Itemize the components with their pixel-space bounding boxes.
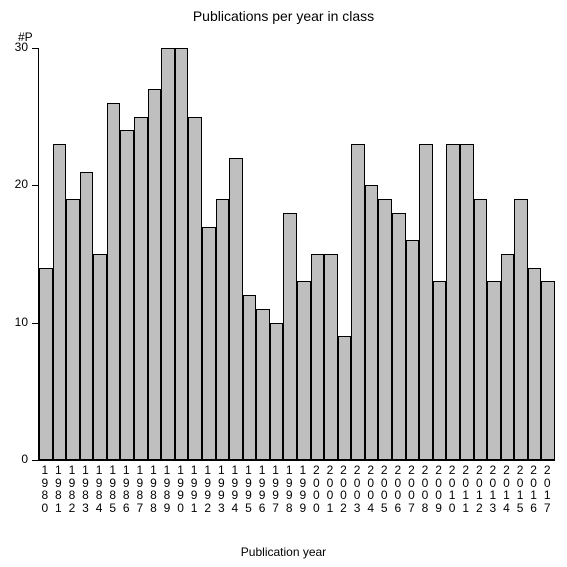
bar [134, 117, 148, 460]
bar [175, 48, 189, 460]
bar [433, 281, 447, 460]
chart-title: Publications per year in class [0, 8, 567, 24]
x-tick-label: 2017 [540, 464, 554, 514]
x-tick-label: 2011 [459, 464, 473, 514]
x-tick-label: 2013 [486, 464, 500, 514]
x-tick-label: 1987 [133, 464, 147, 514]
x-tick-label: 2000 [310, 464, 324, 514]
bar [270, 323, 284, 460]
bar [148, 89, 162, 460]
bar [120, 130, 134, 460]
bar [541, 281, 555, 460]
bar [392, 213, 406, 460]
x-tick-label: 1997 [269, 464, 283, 514]
bar [39, 268, 53, 460]
x-tick-label: 2001 [323, 464, 337, 514]
x-tick-label: 2006 [391, 464, 405, 514]
x-tick-label: 1985 [106, 464, 120, 514]
bar [419, 144, 433, 460]
x-tick-label: 2015 [513, 464, 527, 514]
x-tick-label: 2016 [527, 464, 541, 514]
x-tick-label: 1980 [38, 464, 52, 514]
x-tick-label: 1995 [242, 464, 256, 514]
bar [229, 158, 243, 460]
bar [365, 185, 379, 460]
x-tick-label: 2005 [377, 464, 391, 514]
y-tick [32, 48, 38, 49]
bar [202, 227, 216, 460]
bar [93, 254, 107, 460]
bar [324, 254, 338, 460]
x-tick-label: 1998 [282, 464, 296, 514]
x-tick-label: 1983 [79, 464, 93, 514]
y-tick [32, 323, 38, 324]
x-tick-label: 2014 [500, 464, 514, 514]
chart-container: Publications per year in class #P Public… [0, 0, 567, 567]
y-tick [32, 460, 38, 461]
bar [107, 103, 121, 460]
x-tick-label: 1999 [296, 464, 310, 514]
y-tick-label: 10 [0, 315, 28, 329]
x-tick-label: 2012 [473, 464, 487, 514]
x-tick-label: 1992 [201, 464, 215, 514]
bar [256, 309, 270, 460]
plot-area [38, 48, 555, 461]
bar [161, 48, 175, 460]
x-tick-label: 1984 [92, 464, 106, 514]
bar [487, 281, 501, 460]
x-tick-label: 2002 [337, 464, 351, 514]
x-tick-label: 1982 [65, 464, 79, 514]
bar [474, 199, 488, 460]
y-tick-label: 0 [0, 452, 28, 466]
bar [406, 240, 420, 460]
bar [80, 172, 94, 460]
bar [53, 144, 67, 460]
y-tick [32, 185, 38, 186]
x-tick-label: 2007 [405, 464, 419, 514]
x-tick-label: 1988 [147, 464, 161, 514]
bar [460, 144, 474, 460]
x-tick-label: 2003 [350, 464, 364, 514]
bar [311, 254, 325, 460]
x-tick-label: 1996 [255, 464, 269, 514]
bar [446, 144, 460, 460]
x-tick-label: 1994 [228, 464, 242, 514]
bar [188, 117, 202, 460]
x-tick-label: 1989 [160, 464, 174, 514]
x-axis-title: Publication year [0, 545, 567, 559]
bar [297, 281, 311, 460]
x-tick-label: 2009 [432, 464, 446, 514]
bar [243, 295, 257, 460]
x-tick-label: 1990 [174, 464, 188, 514]
bar [351, 144, 365, 460]
bar [514, 199, 528, 460]
bar [283, 213, 297, 460]
y-tick-label: 30 [0, 40, 28, 54]
y-tick-label: 20 [0, 177, 28, 191]
bar [501, 254, 515, 460]
x-tick-label: 1991 [187, 464, 201, 514]
bar [338, 336, 352, 460]
x-tick-label: 2010 [445, 464, 459, 514]
x-tick-label: 1993 [215, 464, 229, 514]
x-tick-label: 2008 [418, 464, 432, 514]
x-tick-label: 1981 [52, 464, 66, 514]
bar [66, 199, 80, 460]
bar [216, 199, 230, 460]
bar [378, 199, 392, 460]
x-tick-label: 1986 [119, 464, 133, 514]
bar [528, 268, 542, 460]
x-tick-label: 2004 [364, 464, 378, 514]
